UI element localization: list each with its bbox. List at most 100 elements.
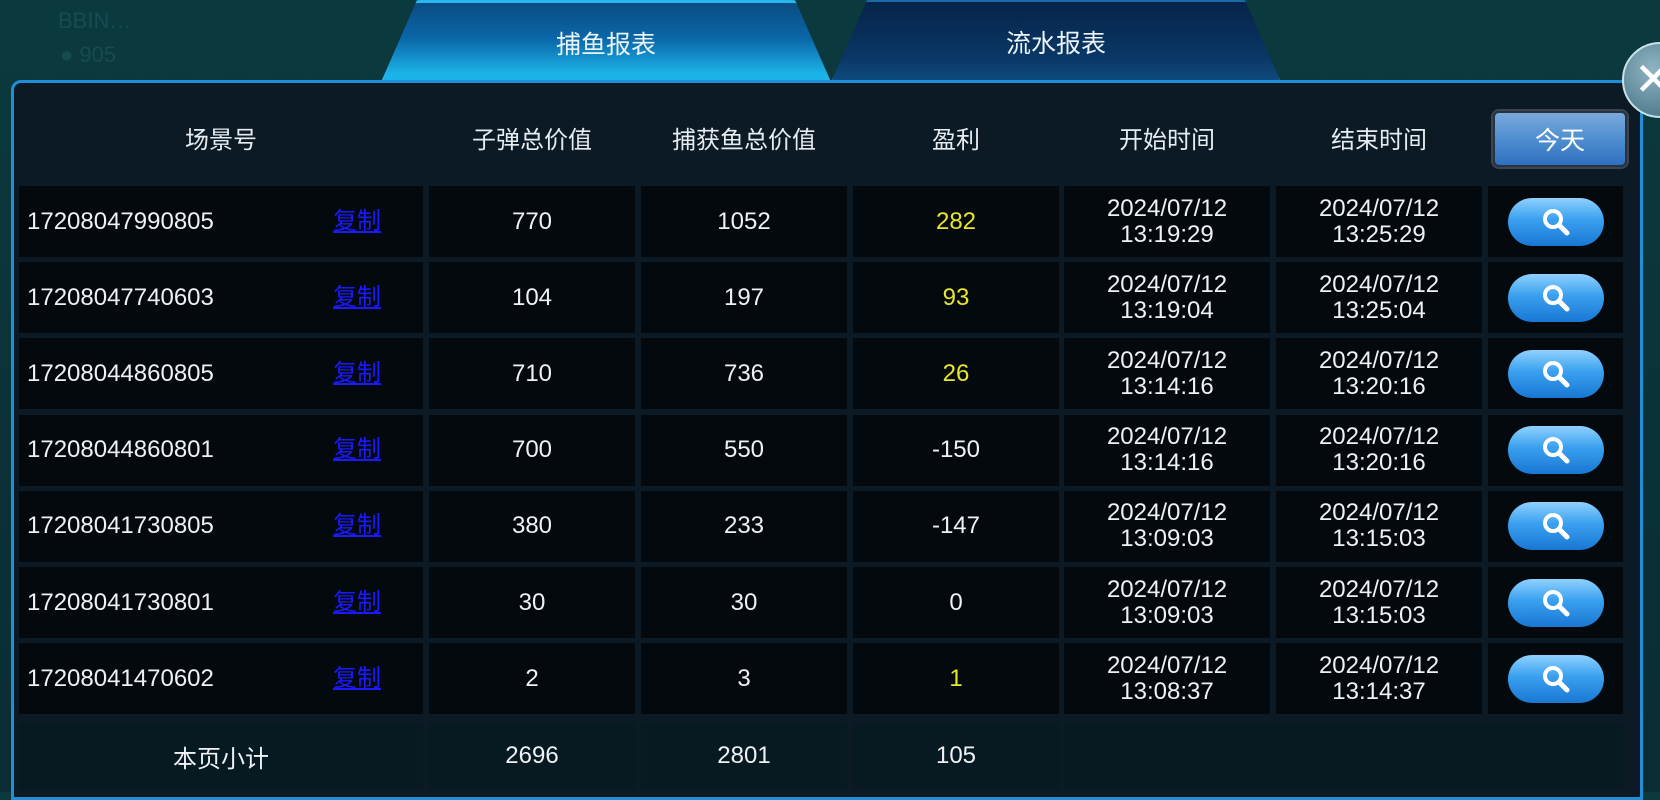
close-icon: ✕ (1634, 53, 1660, 105)
search-cell (1488, 490, 1623, 562)
scene-id-cell: 17208047740603 复制 (19, 262, 423, 334)
bullet-value-cell: 770 (429, 186, 635, 257)
tab-flow-report[interactable]: 流水报表 (831, 0, 1281, 82)
copy-link[interactable]: 复制 (333, 664, 381, 692)
scene-id-cell: 17208041730801 复制 (19, 567, 423, 638)
subtotal-label: 本页小计 (19, 723, 423, 789)
end-time-cell: 2024/07/12 13:20:16 (1276, 338, 1482, 410)
start-time: 13:09:03 (1120, 525, 1214, 553)
start-date: 2024/07/12 (1106, 270, 1228, 298)
end-date: 2024/07/12 (1318, 423, 1440, 451)
bullet-value-cell: 2 (429, 643, 635, 715)
start-time-cell: 2024/07/12 13:19:04 (1064, 262, 1270, 334)
bullet-value-cell: 710 (429, 338, 635, 410)
copy-link[interactable]: 复制 (333, 436, 381, 464)
scene-id-cell: 17208044860805 复制 (19, 338, 423, 410)
catch-value-cell: 1052 (641, 186, 847, 257)
start-date: 2024/07/12 (1106, 499, 1228, 527)
scene-id: 17208044860801 (27, 436, 214, 464)
background-balance: ● 905 (60, 42, 117, 67)
search-button[interactable] (1507, 654, 1604, 703)
catch-value-cell: 736 (641, 338, 847, 410)
search-button[interactable] (1507, 502, 1604, 551)
start-time-cell: 2024/07/12 13:08:37 (1064, 643, 1270, 715)
search-button[interactable] (1507, 426, 1604, 475)
magnifier-icon (1542, 360, 1569, 388)
search-button[interactable] (1507, 273, 1604, 322)
profit-cell: -147 (853, 490, 1059, 562)
scene-id: 17208041730805 (27, 512, 214, 540)
scene-id: 17208047990805 (27, 207, 214, 235)
start-date: 2024/07/12 (1106, 346, 1228, 374)
profit-cell: 26 (853, 338, 1059, 410)
scene-id-cell: 17208041730805 复制 (19, 490, 423, 562)
scene-id: 17208041730801 (27, 588, 214, 616)
magnifier-icon (1542, 513, 1569, 540)
start-time-cell: 2024/07/12 13:09:03 (1064, 490, 1270, 562)
profit-cell: 93 (853, 262, 1059, 334)
search-button[interactable] (1507, 197, 1604, 246)
end-time: 13:14:37 (1332, 677, 1426, 705)
today-button[interactable]: 今天 (1493, 111, 1627, 167)
end-date: 2024/07/12 (1318, 270, 1440, 298)
end-time-cell: 2024/07/12 13:15:03 (1276, 567, 1482, 638)
magnifier-icon (1542, 208, 1569, 235)
start-date: 2024/07/12 (1106, 651, 1228, 679)
end-date: 2024/07/12 (1318, 575, 1440, 603)
scene-id: 17208047740603 (27, 283, 214, 311)
profit-cell: -150 (853, 414, 1059, 486)
start-time: 13:19:29 (1120, 220, 1214, 248)
end-time-cell: 2024/07/12 13:14:37 (1276, 643, 1482, 715)
header-scene-id: 场景号 (185, 127, 257, 154)
start-time: 13:14:16 (1120, 449, 1214, 477)
copy-link[interactable]: 复制 (333, 359, 381, 387)
end-time: 13:20:16 (1332, 449, 1426, 477)
copy-link[interactable]: 复制 (333, 588, 381, 616)
catch-value-cell: 30 (641, 567, 847, 638)
magnifier-icon (1542, 437, 1569, 464)
search-cell (1488, 186, 1623, 257)
tab-fishing-report[interactable]: 捕鱼报表 (381, 0, 831, 82)
header-bullet-value: 子弹总价值 (472, 127, 592, 154)
profit-cell: 282 (853, 186, 1059, 257)
scene-id: 17208041470602 (27, 664, 214, 692)
catch-value-cell: 197 (641, 262, 847, 334)
scene-id-cell: 17208041470602 复制 (19, 643, 423, 715)
start-time-cell: 2024/07/12 13:14:16 (1064, 414, 1270, 486)
copy-link[interactable]: 复制 (333, 283, 381, 311)
search-button[interactable] (1507, 349, 1604, 398)
profit-cell: 1 (853, 643, 1059, 715)
start-date: 2024/07/12 (1106, 423, 1228, 451)
scene-id-cell: 17208044860801 复制 (19, 414, 423, 486)
end-time-cell: 2024/07/12 13:25:29 (1276, 186, 1482, 257)
header-start-time: 开始时间 (1119, 127, 1215, 154)
end-time-cell: 2024/07/12 13:15:03 (1276, 490, 1482, 562)
copy-link[interactable]: 复制 (333, 512, 381, 540)
subtotal-catch: 2801 (641, 723, 847, 789)
profit-cell: 0 (853, 567, 1059, 638)
end-time: 13:15:03 (1332, 525, 1426, 553)
search-cell (1488, 414, 1623, 486)
search-cell (1488, 567, 1623, 638)
start-time-cell: 2024/07/12 13:09:03 (1064, 567, 1270, 638)
search-cell (1488, 643, 1623, 715)
end-date: 2024/07/12 (1318, 194, 1440, 222)
search-cell (1488, 338, 1623, 410)
magnifier-icon (1542, 665, 1569, 693)
copy-link[interactable]: 复制 (333, 207, 381, 235)
subtotal-empty (1064, 723, 1623, 789)
bullet-value-cell: 30 (429, 567, 635, 638)
header-profit: 盈利 (932, 127, 980, 154)
background-username: BBIN… (58, 8, 132, 33)
scene-id: 17208044860805 (27, 359, 214, 387)
bullet-value-cell: 104 (429, 262, 635, 334)
start-date: 2024/07/12 (1106, 194, 1228, 222)
end-time-cell: 2024/07/12 13:25:04 (1276, 262, 1482, 334)
end-date: 2024/07/12 (1318, 346, 1440, 374)
bullet-value-cell: 380 (429, 490, 635, 562)
search-button[interactable] (1507, 578, 1604, 627)
end-date: 2024/07/12 (1318, 651, 1440, 679)
catch-value-cell: 550 (641, 414, 847, 486)
end-date: 2024/07/12 (1318, 499, 1440, 527)
magnifier-icon (1542, 589, 1569, 616)
